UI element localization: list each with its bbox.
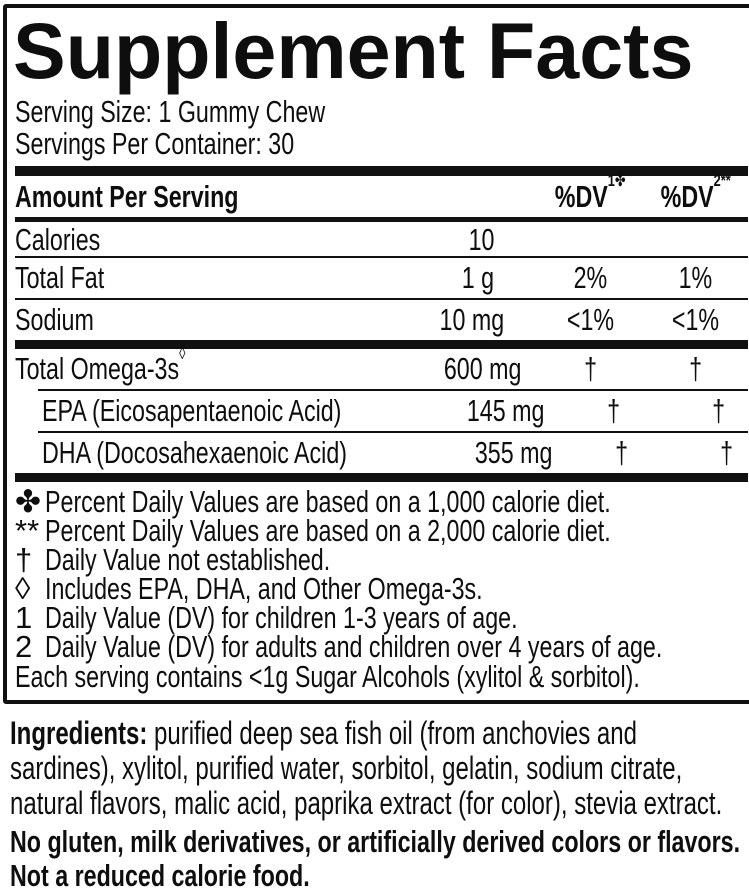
row-divider-indented [38,431,748,434]
footnote-text: Daily Value (DV) for adults and children… [45,629,663,665]
dv2-header: %DV2** [660,171,731,214]
nutrient-amount: 10 [468,222,494,258]
nutrient-amount: 10 mg [439,302,505,338]
thick-divider-top [15,166,748,177]
footnotes: ✤ Percent Daily Values are based on a 1,… [15,484,748,695]
footnote-marker-lozenge-icon: ◊ [15,571,31,607]
table-header-row: Amount Per Serving %DV1✤ %DV2** [15,171,748,223]
footnote-dv-adults: 2 Daily Value (DV) for adults and childr… [15,629,748,665]
thick-divider-bottom [15,473,748,483]
serving-size-label: Serving Size: [15,94,152,130]
nutrient-name: Total Omega-3s◊ [15,343,186,387]
nutrient-dv1: <1% [566,302,615,338]
nutrient-name: Sodium [15,302,94,338]
footnote-marker-1: 1 [15,600,33,636]
nutrient-dv2: † [719,435,733,471]
dv1-header-superscript: 1✤ [608,171,626,191]
nutrient-amount: 145 mg [467,393,545,429]
footnote-marker-four-petal-icon: ✤ [15,484,41,520]
servings-per-container-value: 30 [268,126,295,162]
sugar-alcohols-note: Each serving contains <1g Sugar Alcohols… [15,659,640,695]
footnote-text: Daily Value not established. [45,542,331,578]
nutrient-amount: 1 g [461,260,494,296]
footnote-marker-double-asterisk: ** [15,513,40,549]
row-divider [15,256,748,259]
footnote-lozenge: ◊ Includes EPA, DHA, and Other Omega-3s. [15,571,748,607]
nutrient-name: EPA (Eicosapentaenoic Acid) [42,393,342,429]
table-row-total-omega3s: Total Omega-3s◊ 600 mg † † [15,343,748,389]
panel-title: Supplement Facts [13,6,694,95]
nutrient-name: DHA (Docosahexaenoic Acid) [42,435,347,471]
footnote-dv2: ** Percent Daily Values are based on a 2… [15,513,748,549]
ingredients-text: purified deep sea fish oil (from anchovi… [10,715,723,821]
serving-size-value: 1 Gummy Chew [158,94,326,130]
thick-divider-middle [15,340,748,350]
footnote-dagger: † Daily Value not established. [15,542,748,578]
footnote-text: Percent Daily Values are based on a 2,00… [45,513,611,549]
nutrient-dv1: † [607,393,621,429]
nutrient-dv2: † [689,351,702,387]
nutrient-dv2: † [712,393,726,429]
ingredients-label: Ingredients: [10,715,148,751]
servings-per-container-label: Servings Per Container: [15,126,262,162]
supplement-facts-panel: Supplement Facts Serving Size: 1 Gummy C… [3,4,749,705]
table-row-epa: EPA (Eicosapentaenoic Acid) 145 mg † † [15,391,748,431]
footnote-text: Percent Daily Values are based on a 1,00… [45,484,611,520]
amount-per-serving-header: Amount Per Serving [15,178,239,214]
nutrient-amount: 355 mg [474,435,553,471]
nutrient-name: Total Fat [15,260,105,296]
footnote-marker-dagger-icon: † [15,542,33,578]
row-divider [15,298,748,301]
footnote-dv-children: 1 Daily Value (DV) for children 1-3 year… [15,600,748,636]
row-divider-indented [38,389,748,392]
nutrient-amount: 600 mg [443,351,522,387]
serving-size-line: Serving Size: 1 Gummy Chew [15,96,748,128]
dv1-header: %DV1✤ [555,171,626,214]
nutrient-dv1: † [614,435,628,471]
nutrient-dv2: <1% [671,302,720,338]
nutrient-name: Calories [15,222,101,258]
calorie-claim: Not a reduced calorie food. [10,858,310,889]
table-row-total-fat: Total Fat 1 g 2% 1% [15,258,748,298]
footnote-text: Daily Value (DV) for children 1-3 years … [45,600,518,636]
table-row-calories: Calories 10 [15,222,748,258]
footnote-marker-2: 2 [15,629,33,665]
nutrient-dv1: † [584,351,597,387]
omega3s-superscript: ◊ [179,343,186,363]
nutrient-dv2: 1% [678,260,713,296]
nutrient-dv1: 2% [573,260,608,296]
footnote-text: Includes EPA, DHA, and Other Omega-3s. [45,571,483,607]
footnote-dv1: ✤ Percent Daily Values are based on a 1,… [15,484,748,520]
table-row-dha: DHA (Docosahexaenoic Acid) 355 mg † † [15,433,748,473]
table-row-sodium: Sodium 10 mg <1% <1% [15,300,748,340]
servings-per-container-line: Servings Per Container: 30 [15,128,748,160]
ingredients-paragraph: Ingredients: purified deep sea fish oil … [10,716,739,821]
allergen-claim: No gluten, milk derivatives, or artifici… [10,824,741,859]
dv2-header-superscript: 2** [713,171,731,191]
